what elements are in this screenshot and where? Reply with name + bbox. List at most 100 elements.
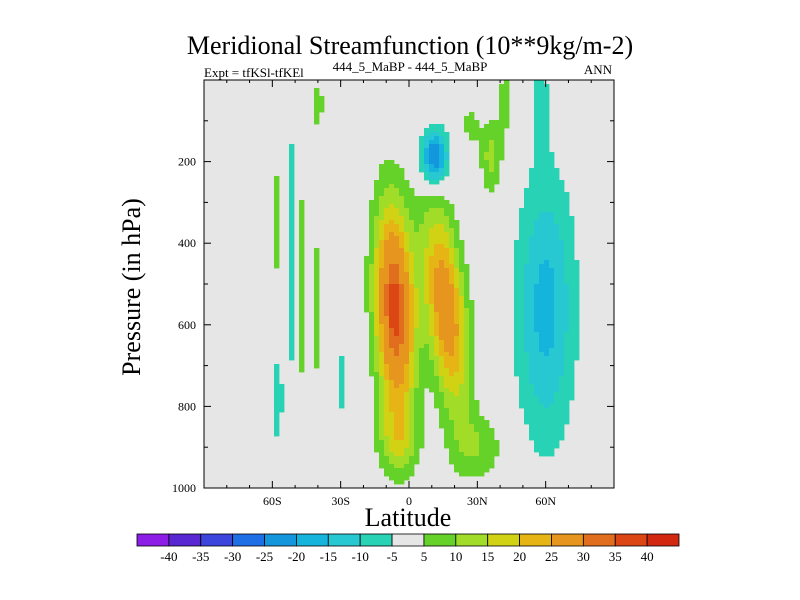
contour-cell [369, 252, 375, 257]
contour-cell [404, 288, 410, 293]
contour-cell [394, 336, 400, 341]
contour-cell [414, 340, 420, 345]
contour-cell [369, 312, 375, 317]
contour-cell [549, 316, 555, 321]
contour-cell [544, 296, 550, 301]
contour-cell [524, 200, 530, 205]
contour-cell [544, 284, 550, 289]
contour-cell [314, 356, 320, 361]
contour-cell [419, 372, 425, 377]
contour-cell [444, 252, 450, 257]
contour-cell [529, 176, 535, 181]
contour-cell [544, 452, 550, 457]
contour-cell [574, 272, 580, 277]
contour-cell [399, 232, 405, 237]
contour-cell [534, 288, 540, 293]
contour-cell [554, 300, 560, 305]
contour-cell [434, 300, 440, 305]
contour-cell [439, 228, 445, 233]
contour-cell [409, 428, 415, 433]
contour-cell [314, 268, 320, 273]
contour-cell [419, 436, 425, 441]
contour-cell [434, 360, 440, 365]
contour-cell [559, 204, 565, 209]
contour-cell [394, 304, 400, 309]
contour-cell [449, 292, 455, 297]
contour-cell [404, 376, 410, 381]
contour-cell [434, 232, 440, 237]
contour-cell [429, 284, 435, 289]
contour-cell [419, 260, 425, 265]
contour-cell [439, 136, 445, 141]
contour-cell [404, 208, 410, 213]
contour-cell [444, 384, 450, 389]
contour-cell [474, 408, 480, 413]
contour-cell [414, 392, 420, 397]
contour-cell [384, 268, 390, 273]
contour-cell [564, 288, 570, 293]
contour-cell [374, 308, 380, 313]
contour-cell [449, 380, 455, 385]
contour-cell [529, 252, 535, 257]
contour-cell [434, 312, 440, 317]
contour-cell [469, 436, 475, 441]
contour-cell [404, 184, 410, 189]
contour-cell [489, 436, 495, 441]
contour-cell [469, 468, 475, 473]
contour-cell [524, 380, 530, 385]
contour-cell [429, 272, 435, 277]
contour-cell [399, 212, 405, 217]
contour-cell [374, 244, 380, 249]
contour-cell [459, 388, 465, 393]
contour-cell [549, 248, 555, 253]
contour-cell [389, 300, 395, 305]
contour-cell [389, 268, 395, 273]
contour-cell [564, 228, 570, 233]
contour-cell [364, 276, 370, 281]
contour-cell [539, 300, 545, 305]
contour-cell [454, 344, 460, 349]
contour-cell [394, 372, 400, 377]
contour-cell [534, 256, 540, 261]
contour-cell [469, 444, 475, 449]
contour-cell [404, 448, 410, 453]
contour-cell [544, 364, 550, 369]
contour-cell [389, 444, 395, 449]
contour-cell [414, 452, 420, 457]
contour-cell [369, 316, 375, 321]
contour-cell [434, 376, 440, 381]
contour-cell [464, 276, 470, 281]
contour-cell [484, 148, 490, 153]
contour-cell [384, 416, 390, 421]
contour-cell [429, 136, 435, 141]
contour-cell [434, 356, 440, 361]
contour-cell [289, 208, 295, 213]
contour-cell [419, 296, 425, 301]
contour-cell [539, 96, 545, 101]
contour-cell [419, 300, 425, 305]
contour-cell [464, 420, 470, 425]
contour-cell [274, 224, 280, 229]
contour-cell [384, 456, 390, 461]
contour-cell [394, 464, 400, 469]
contour-cell [409, 432, 415, 437]
contour-cell [429, 296, 435, 301]
contour-cell [274, 252, 280, 257]
contour-cell [374, 400, 380, 405]
contour-cell [429, 232, 435, 237]
contour-cell [454, 320, 460, 325]
contour-cell [464, 332, 470, 337]
contour-cell [439, 232, 445, 237]
contour-cell [539, 196, 545, 201]
contour-cell [484, 444, 490, 449]
contour-cell [379, 172, 385, 177]
contour-cell [274, 244, 280, 249]
contour-cell [274, 204, 280, 209]
contour-cell [419, 288, 425, 293]
contour-cell [429, 208, 435, 213]
contour-cell [394, 284, 400, 289]
contour-cell [439, 124, 445, 129]
contour-cell [409, 236, 415, 241]
contour-cell [474, 124, 480, 129]
contour-cell [464, 472, 470, 477]
